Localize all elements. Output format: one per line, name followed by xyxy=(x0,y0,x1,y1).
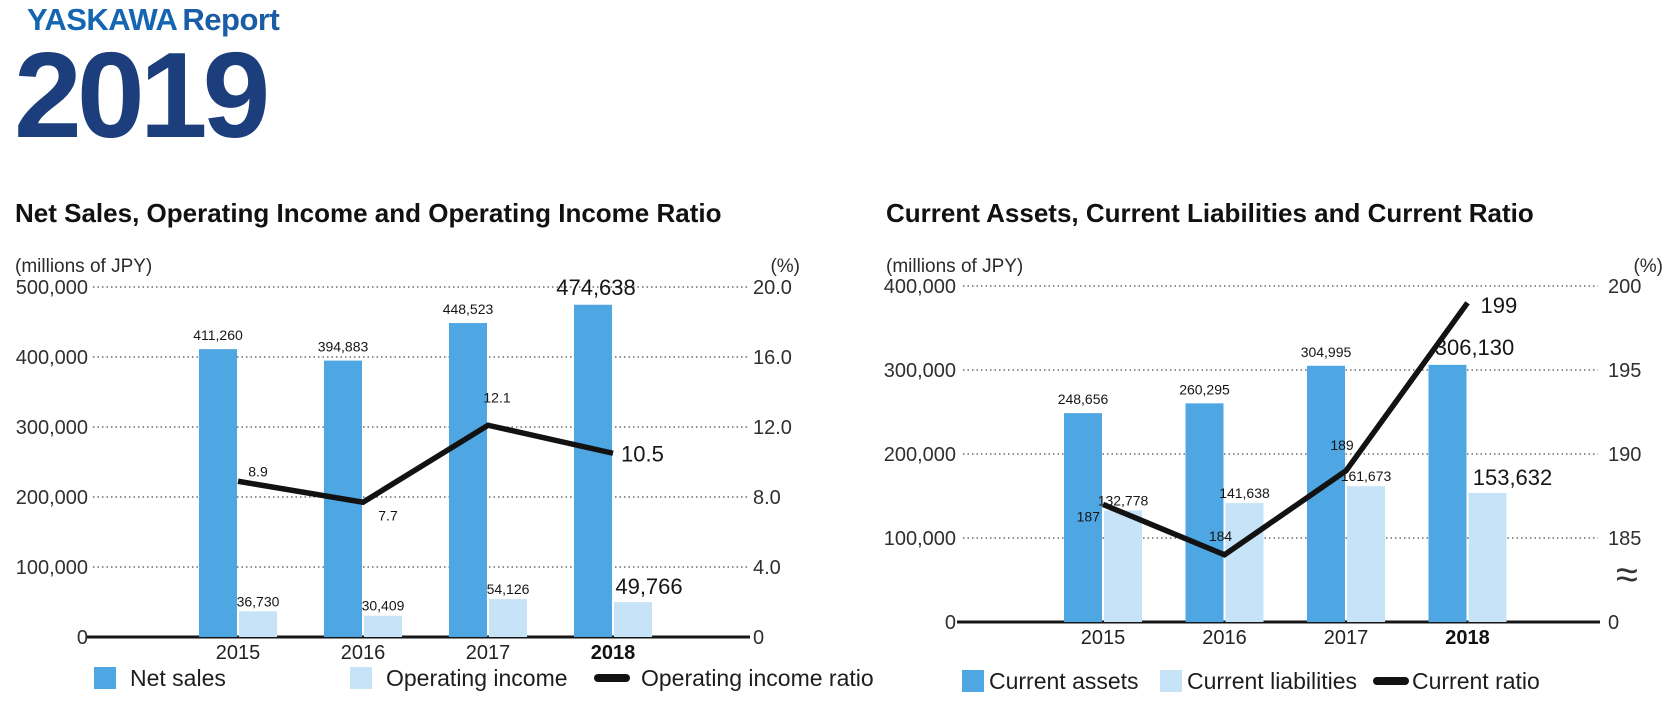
legend-label: Current assets xyxy=(989,668,1139,694)
right-axis-unit: (%) xyxy=(1633,256,1663,277)
bar-value-label: 30,409 xyxy=(362,598,405,614)
x-axis-label: 2016 xyxy=(1202,627,1247,649)
bar-value-label: 411,260 xyxy=(193,327,243,343)
bar-secondary xyxy=(1468,492,1507,622)
left-axis-zero: 0 xyxy=(77,627,88,649)
x-axis-label: 2018 xyxy=(1445,627,1490,649)
left-axis-tick: 200,000 xyxy=(884,444,956,466)
bar-primary xyxy=(199,349,237,637)
left-axis-tick: 100,000 xyxy=(16,557,88,579)
line-value-label: 8.9 xyxy=(248,463,268,479)
bar-value-label: 394,883 xyxy=(318,339,369,355)
line-value-label: 12.1 xyxy=(483,389,510,405)
bar-value-label: 448,523 xyxy=(443,301,494,317)
right-axis-tick: 190 xyxy=(1608,444,1641,466)
line-value-label: 10.5 xyxy=(621,441,664,466)
logo-product: Report xyxy=(182,2,280,37)
legend-swatch-secondary xyxy=(350,667,372,689)
left-axis-unit: (millions of JPY) xyxy=(886,256,1023,277)
bar-value-label: 49,766 xyxy=(615,574,682,599)
ratio-line xyxy=(237,422,614,506)
legend-label: Net sales xyxy=(130,665,226,691)
bar-secondary xyxy=(1347,486,1385,622)
x-axis-label: 2017 xyxy=(1324,627,1369,649)
bar-secondary xyxy=(1225,503,1264,622)
left-axis-tick: 300,000 xyxy=(16,417,88,439)
right-axis-tick: 12.0 xyxy=(753,417,792,439)
right-axis-tick: 195 xyxy=(1608,360,1641,382)
legend-swatch-primary xyxy=(962,670,984,692)
right-axis-zero: 0 xyxy=(1608,612,1619,634)
ratio-line xyxy=(1101,301,1470,558)
legend-label: Operating income ratio xyxy=(641,665,874,691)
bar-value-label: 260,295 xyxy=(1179,381,1230,397)
left-axis-tick: 200,000 xyxy=(16,487,88,509)
bar-value-label: 132,778 xyxy=(1098,492,1149,508)
axis-break-icon: ≈ xyxy=(1616,553,1638,597)
bar-value-label: 153,632 xyxy=(1473,465,1553,490)
bar-secondary xyxy=(614,602,652,637)
bar-primary xyxy=(574,304,612,637)
right-axis-unit: (%) xyxy=(770,256,800,277)
left-axis-tick: 400,000 xyxy=(884,276,956,298)
logo-year: 2019 xyxy=(14,27,270,163)
bar-value-label: 248,656 xyxy=(1058,391,1109,407)
left-axis-tick: 500,000 xyxy=(16,277,88,299)
right-axis-tick: 4.0 xyxy=(753,557,781,579)
bar-secondary xyxy=(1104,510,1142,622)
bar-value-label: 54,126 xyxy=(487,581,530,597)
x-axis-label: 2015 xyxy=(1081,627,1126,649)
line-value-label: 189 xyxy=(1330,437,1354,453)
chart-title-current-assets: Current Assets, Current Liabilities and … xyxy=(886,198,1534,228)
report-logo: YASKAWA Report 2019 xyxy=(14,2,280,163)
bar-value-label: 304,995 xyxy=(1301,344,1352,360)
bar-primary xyxy=(1185,403,1224,622)
right-axis-tick: 8.0 xyxy=(753,487,781,509)
left-axis-tick: 300,000 xyxy=(884,360,956,382)
right-axis-tick: 200 xyxy=(1608,276,1641,298)
logo-wordmark: YASKAWA Report xyxy=(14,2,280,37)
x-axis-label: 2015 xyxy=(216,642,261,664)
bar-secondary xyxy=(364,615,402,637)
left-axis-unit: (millions of JPY) xyxy=(15,256,152,277)
bar-value-label: 161,673 xyxy=(1341,468,1392,484)
legend-label: Current ratio xyxy=(1412,668,1540,694)
line-value-label: 199 xyxy=(1481,293,1518,318)
right-axis-tick: 185 xyxy=(1608,528,1641,550)
line-value-label: 184 xyxy=(1209,528,1233,544)
bar-value-label: 36,730 xyxy=(237,593,280,609)
legend-swatch-secondary xyxy=(1160,670,1182,692)
bar-primary xyxy=(1428,364,1467,622)
logo-brand: YASKAWA xyxy=(27,2,178,37)
x-axis-label: 2018 xyxy=(591,642,636,664)
line-value-label: 187 xyxy=(1077,508,1101,524)
legend-label: Current liabilities xyxy=(1187,668,1357,694)
bar-value-label: 141,638 xyxy=(1219,485,1270,501)
x-axis-label: 2016 xyxy=(341,642,386,664)
left-axis-tick: 100,000 xyxy=(884,528,956,550)
line-value-label: 7.7 xyxy=(378,507,398,523)
chart-current-assets: 400,000 200 300,000 195 200,000 190 100,000 185… xyxy=(884,276,1642,694)
x-axis-label: 2017 xyxy=(466,642,511,664)
bar-secondary xyxy=(489,599,527,637)
bar-value-label: 306,130 xyxy=(1435,335,1515,360)
left-axis-zero: 0 xyxy=(945,612,956,634)
bar-value-label: 474,638 xyxy=(556,275,636,300)
right-axis-tick: 20.0 xyxy=(753,277,792,299)
left-axis-tick: 400,000 xyxy=(16,347,88,369)
bar-primary xyxy=(1064,413,1102,622)
bar-primary xyxy=(449,323,487,637)
bar-secondary xyxy=(239,611,277,637)
chart-title-net-sales: Net Sales, Operating Income and Operatin… xyxy=(15,198,721,228)
legend-label: Operating income xyxy=(386,665,568,691)
legend-swatch-primary xyxy=(94,667,116,689)
chart-net-sales: 500,000 20.0 400,000 16.0 300,000 12.0 200,000… xyxy=(16,275,874,691)
right-axis-zero: 0 xyxy=(753,627,764,649)
right-axis-tick: 16.0 xyxy=(753,347,792,369)
